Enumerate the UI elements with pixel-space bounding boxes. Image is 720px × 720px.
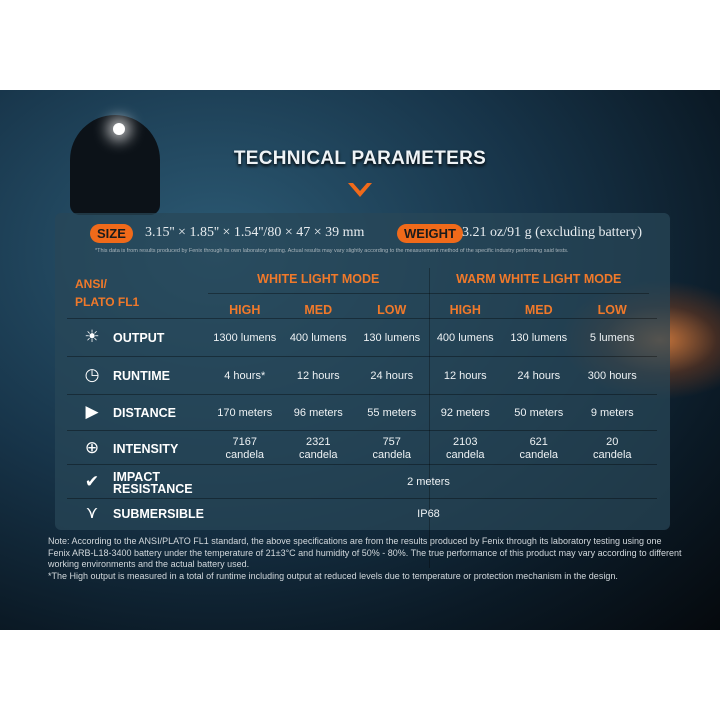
row-label-2: DISTANCE xyxy=(113,406,176,420)
water-icon: ⋎ xyxy=(85,503,99,522)
row-divider xyxy=(67,430,657,431)
table-cell: 2321 candela xyxy=(298,435,338,461)
table-cell: 96 meters xyxy=(293,406,343,419)
table-cell: 1300 lumens xyxy=(213,331,277,344)
clock-icon: ◷ xyxy=(84,365,100,384)
background-photo: TECHNICAL PARAMETERS SIZE 3.15'' × 1.85'… xyxy=(0,90,720,630)
row-label-3: INTENSITY xyxy=(113,441,179,456)
table-cell: 20 candela xyxy=(592,435,632,461)
row-divider xyxy=(67,318,657,319)
level-med: MED xyxy=(304,303,333,317)
table-cell: 24 hours xyxy=(517,369,561,382)
specs-panel: SIZE 3.15'' × 1.85'' × 1.54''/80 × 47 × … xyxy=(55,213,670,568)
level-med: MED xyxy=(524,303,553,317)
headlamp-beam xyxy=(113,123,125,135)
row-label-0: OUTPUT xyxy=(113,331,165,345)
level-low: LOW xyxy=(597,303,627,317)
table-cell: 621 candela xyxy=(519,435,559,461)
table-cell: 5 lumens xyxy=(589,331,635,344)
page-title: TECHNICAL PARAMETERS xyxy=(233,148,487,169)
table-cell: 7167 candela xyxy=(225,435,265,461)
level-high: HIGH xyxy=(449,303,481,317)
row-label-1: RUNTIME xyxy=(113,369,170,383)
size-badge: SIZE xyxy=(90,224,133,243)
distance-icon: ▶ xyxy=(85,402,99,421)
table-cell: 9 meters xyxy=(590,406,634,419)
standard-label: ANSI/ PLATO FL1 xyxy=(75,277,140,309)
table-cell: 12 hours xyxy=(443,369,487,382)
footnotes: Note: According to the ANSI/PLATO FL1 st… xyxy=(48,536,684,582)
table-cell: 400 lumens xyxy=(289,331,347,344)
table-cell: 12 hours xyxy=(296,369,340,382)
table-cell: 300 hours xyxy=(587,369,637,382)
note-text: Note: According to the ANSI/PLATO FL1 st… xyxy=(48,536,682,569)
level-high: HIGH xyxy=(229,303,261,317)
table-cell: 130 lumens xyxy=(510,331,568,344)
row-divider xyxy=(67,394,657,395)
col-divider xyxy=(428,268,430,568)
row-label-4: IMPACT RESISTANCE xyxy=(113,469,193,496)
mode-warm: WARM WHITE LIGHT MODE xyxy=(456,272,622,286)
table-cell-span: 2 meters xyxy=(407,476,450,488)
chevron-down-icon xyxy=(348,183,372,197)
table-cell: 55 meters xyxy=(367,406,417,419)
level-low: LOW xyxy=(377,303,407,317)
table-cell: 4 hours* xyxy=(224,369,266,382)
row-divider xyxy=(67,356,657,357)
disclaimer: *This data is from results produced by F… xyxy=(95,248,569,254)
table-cell: 2103 candela xyxy=(445,435,485,461)
target-icon: ⊕ xyxy=(84,437,100,457)
table-cell-span: IP68 xyxy=(417,507,440,520)
table-cell: 757 candela xyxy=(372,435,412,461)
output-icon: ☀ xyxy=(84,327,100,346)
size-value: 3.15'' × 1.85'' × 1.54''/80 × 47 × 39 mm xyxy=(145,225,365,240)
note-asterisk: *The High output is measured in a total … xyxy=(48,570,618,581)
table-cell: 170 meters xyxy=(217,406,273,419)
table-cell: 50 meters xyxy=(514,406,564,419)
table-cell: 24 hours xyxy=(370,369,414,382)
table-cell: 400 lumens xyxy=(436,331,494,344)
weight-badge: WEIGHT xyxy=(397,224,463,243)
table-cell: 92 meters xyxy=(440,406,490,419)
row-label-5: SUBMERSIBLE xyxy=(113,507,204,521)
row-divider xyxy=(67,464,657,465)
weight-value: 3.21 oz/91 g (excluding battery) xyxy=(462,225,643,240)
row-divider xyxy=(67,498,657,499)
impact-icon: ✔ xyxy=(84,471,100,491)
mode-white: WHITE LIGHT MODE xyxy=(257,272,380,286)
table-cell: 130 lumens xyxy=(363,331,421,344)
divider xyxy=(208,293,649,294)
